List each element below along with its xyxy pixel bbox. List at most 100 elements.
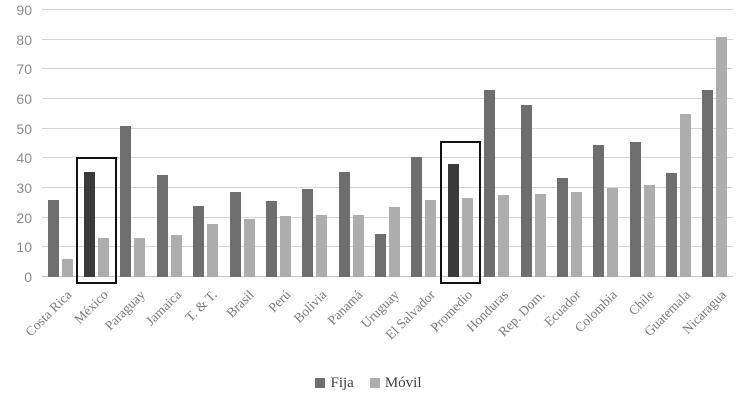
bar-fija [193, 205, 205, 277]
category-label-text: T. & T. [182, 287, 221, 325]
highlight-box [76, 156, 118, 284]
bar-pair [702, 36, 728, 277]
bar-group [260, 10, 296, 277]
bar-pair [229, 192, 255, 277]
bar-pair [666, 113, 692, 277]
bar-fija [629, 142, 641, 277]
bar-movil [716, 36, 728, 277]
bar-fija [520, 104, 532, 277]
legend: Fija Móvil [0, 372, 737, 394]
bar-fija [666, 173, 678, 277]
category-label-text: Paraguay [101, 287, 148, 334]
legend-item-movil: Móvil [369, 374, 422, 392]
bar-pair [338, 171, 364, 277]
category-label-text: Brasil [223, 287, 257, 321]
bar-pair [193, 205, 219, 277]
gridline [42, 187, 733, 188]
bar-fija [265, 201, 277, 277]
bar-fija [411, 156, 423, 277]
y-tick-label: 40 [16, 150, 32, 167]
bar-pair [629, 142, 655, 277]
bar-movil [680, 113, 692, 277]
bar-group [439, 10, 481, 284]
bar-fija [556, 177, 568, 277]
bars-row [42, 10, 733, 284]
bar-pair [484, 90, 510, 277]
bar-pair [302, 189, 328, 277]
bar-group [76, 10, 118, 284]
bar-group [224, 10, 260, 277]
y-tick-label: 70 [16, 61, 32, 78]
movil-legend-label: Móvil [384, 374, 422, 391]
bar-fija [120, 125, 132, 277]
bar-group [479, 10, 515, 277]
fija-swatch-icon [315, 378, 326, 388]
highlight-box [439, 140, 481, 284]
bar-movil [134, 238, 146, 277]
bar-fija [84, 171, 96, 277]
bar-movil [643, 185, 655, 277]
bar-pair [375, 207, 401, 277]
bar-group [333, 10, 369, 277]
gridline [42, 276, 733, 277]
gridline [42, 68, 733, 70]
gridline [42, 38, 733, 40]
bar-pair [556, 177, 582, 277]
bar-movil [389, 207, 401, 277]
bar-movil [207, 223, 219, 277]
bar-pair [84, 171, 110, 277]
bar-group [115, 10, 151, 277]
gridline [42, 9, 733, 10]
category-label-text: Jamaica [142, 287, 184, 329]
bar-pair [447, 164, 473, 277]
bar-group [369, 10, 405, 277]
bar-pair [156, 174, 182, 277]
bar-group [42, 10, 78, 277]
bar-fija [302, 189, 314, 277]
bar-group [406, 10, 442, 277]
bar-movil [61, 259, 73, 277]
bar-pair [593, 144, 619, 277]
bar-group [515, 10, 551, 277]
category-label-text: Chile [625, 287, 657, 319]
y-tick-label: 30 [16, 180, 32, 196]
bar-group [660, 10, 696, 277]
bar-movil [425, 199, 437, 277]
gridline [42, 216, 733, 218]
category-label-text: Bolivia [290, 287, 330, 326]
bar-group [624, 10, 660, 277]
bar-fija [229, 192, 241, 277]
gridline [42, 157, 733, 159]
bar-group [588, 10, 624, 277]
y-tick-label: 90 [16, 2, 32, 18]
bar-group [151, 10, 187, 277]
bar-movil [170, 235, 182, 277]
x-axis-labels: Costa Rica México Paraguay Jamaica T. & T. Br… [23, 287, 733, 367]
y-axis: 0 10 20 30 40 50 60 70 80 90 [0, 0, 34, 300]
movil-swatch-icon [369, 378, 380, 388]
bar-movil [279, 216, 291, 277]
gridlines [42, 9, 733, 277]
y-tick-label: 50 [16, 120, 32, 137]
bar-movil [534, 193, 546, 277]
bar-fija [338, 171, 350, 277]
bar-movil [98, 238, 110, 277]
bar-fija [702, 90, 714, 277]
y-tick-label: 60 [16, 91, 32, 107]
gridline [42, 98, 733, 99]
gridline [42, 127, 733, 129]
bar-group [551, 10, 587, 277]
bar-movil [316, 214, 328, 277]
plot-area [42, 9, 733, 284]
bar-group [188, 10, 224, 277]
legend-item-fija: Fija [315, 375, 354, 392]
bar-fija [375, 233, 387, 277]
bar-pair [120, 125, 146, 277]
bar-movil [243, 219, 255, 277]
bar-group [297, 10, 333, 277]
bar-movil [607, 188, 619, 277]
category-label-text: Perú [264, 287, 293, 316]
bar-fija [593, 144, 605, 277]
y-tick-label: 80 [16, 31, 32, 48]
